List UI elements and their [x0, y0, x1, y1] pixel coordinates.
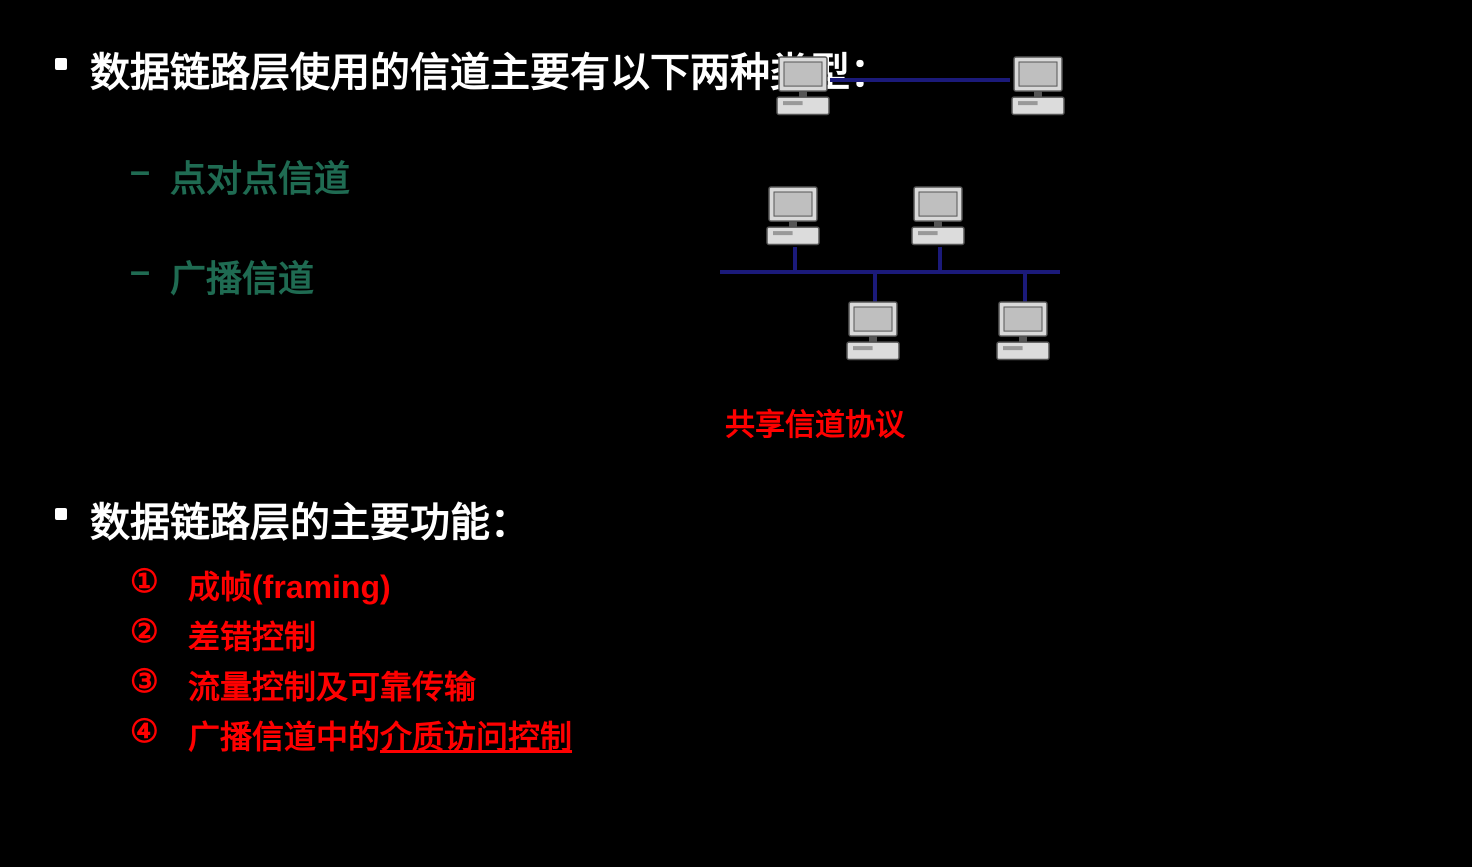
p2p-computer-right: [1010, 55, 1066, 117]
bus-computer-bot-2: [995, 300, 1051, 362]
bus-computer-top-1: [765, 185, 821, 247]
bus-computer-bot-1: [845, 300, 901, 362]
bus-computer-top-2: [910, 185, 966, 247]
link-overlay: [0, 0, 1472, 867]
p2p-computer-left: [775, 55, 831, 117]
